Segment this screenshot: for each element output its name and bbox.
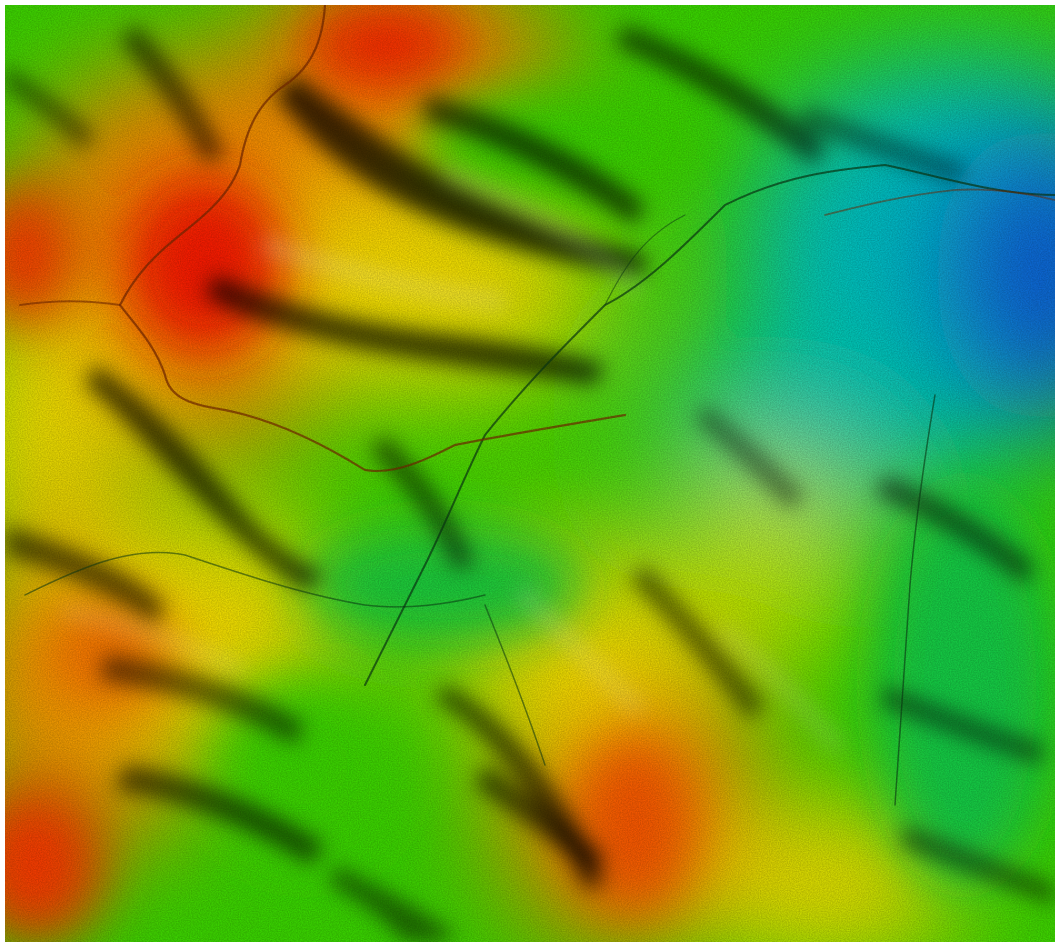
surface-texture bbox=[5, 5, 1055, 942]
elevation-relief-map bbox=[5, 5, 1055, 942]
